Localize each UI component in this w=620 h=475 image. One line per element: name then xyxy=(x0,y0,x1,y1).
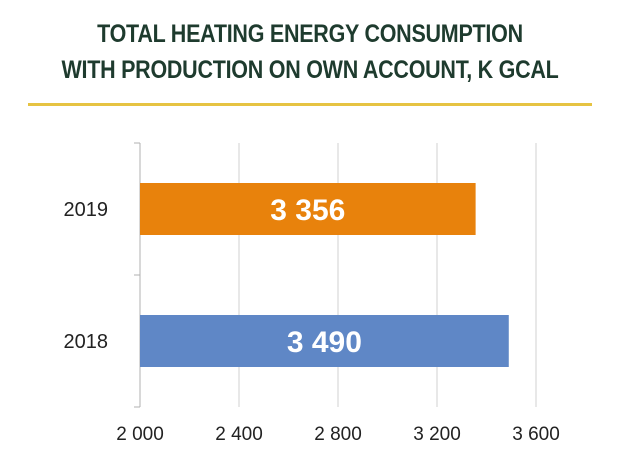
chart-title-line-2: WITH PRODUCTION ON OWN ACCOUNT, K GCAL xyxy=(61,56,559,84)
category-label-2019: 2019 xyxy=(64,199,109,221)
x-tick-label: 3 200 xyxy=(413,424,461,445)
x-tick-label: 2 800 xyxy=(314,424,362,445)
bar-2019 xyxy=(140,183,476,235)
x-tick-label: 2 400 xyxy=(215,424,263,445)
bar-2018 xyxy=(140,315,509,367)
data-label-2019: 3 356 xyxy=(270,194,345,227)
bars: 3 356 3 490 xyxy=(140,183,509,367)
title-underline xyxy=(28,103,592,106)
data-label-2018: 3 490 xyxy=(287,326,362,359)
gridlines xyxy=(139,143,537,407)
value-axis: 2 000 2 400 2 800 3 200 3 600 xyxy=(116,142,560,445)
chart-title: TOTAL HEATING ENERGY CONSUMPTION WITH PR… xyxy=(43,16,576,88)
x-tick-label: 2 000 xyxy=(116,424,164,445)
category-label-2018: 2018 xyxy=(64,331,109,353)
category-labels: 2019 2018 xyxy=(64,199,109,353)
x-tick-label: 3 600 xyxy=(512,424,560,445)
chart-title-line-1: TOTAL HEATING ENERGY CONSUMPTION xyxy=(97,20,523,48)
